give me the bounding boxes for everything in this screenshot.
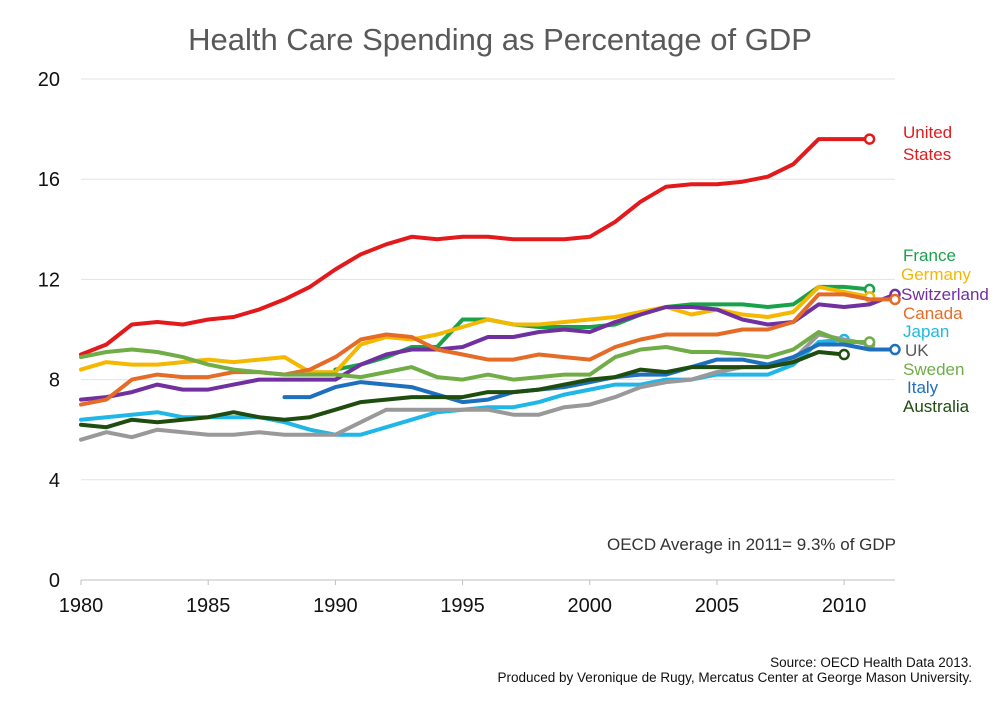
legend-label-japan: Japan — [903, 322, 949, 341]
series-end-marker-australia — [838, 348, 850, 361]
legend: United States FranceGermanySwitzerlandCana… — [901, 123, 989, 416]
x-tick-label: 2005 — [695, 595, 740, 617]
x-axis-ticks: 1980 1985 1990 1995 2000 2005 2010 — [59, 580, 867, 617]
source-line-2: Produced by Veronique de Rugy, Mercatus … — [497, 670, 973, 685]
gridlines — [81, 78, 895, 581]
y-tick-label: 20 — [38, 69, 60, 91]
series-line-canada — [79, 292, 897, 407]
y-tick-label: 16 — [38, 169, 60, 191]
source-line-1: Source: OECD Health Data 2013. — [770, 655, 972, 670]
legend-label-united-states: United States — [903, 123, 952, 164]
x-tick-label: 1990 — [313, 595, 358, 617]
legend-label-sweden: Sweden — [903, 360, 964, 379]
x-tick-label: 1985 — [186, 595, 231, 617]
x-tick-label: 2000 — [568, 595, 613, 617]
legend-label-switzerland: Switzerland — [901, 285, 989, 304]
y-tick-label: 0 — [49, 570, 60, 592]
source-note: Source: OECD Health Data 2013. Produced … — [498, 655, 973, 685]
chart-title: Health Care Spending as Percentage of GD… — [188, 22, 812, 57]
x-tick-label: 1980 — [59, 595, 104, 617]
x-tick-label: 2010 — [822, 595, 867, 617]
legend-label-germany: Germany — [901, 265, 971, 284]
series-line-united-states — [79, 137, 872, 357]
legend-label-france: France — [903, 246, 956, 265]
series-end-marker-italy — [889, 343, 901, 356]
series-line-italy — [282, 342, 897, 405]
series-line-uk — [79, 332, 872, 442]
series-end-marker-sweden — [863, 336, 876, 348]
y-tick-label: 8 — [49, 370, 60, 392]
oecd-average-annotation: OECD Average in 2011= 9.3% of GDP — [607, 535, 896, 554]
legend-label-italy: Italy — [907, 378, 939, 397]
series-line-switzerland — [79, 292, 897, 402]
x-tick-label: 1995 — [440, 595, 485, 617]
legend-label-canada: Canada — [903, 304, 963, 323]
series-line-sweden — [79, 330, 872, 382]
legend-label-uk: UK — [905, 341, 929, 360]
series-lines — [79, 133, 901, 442]
series-line-germany — [79, 284, 872, 375]
y-tick-label: 12 — [38, 269, 60, 291]
legend-label-australia: Australia — [903, 397, 970, 416]
y-tick-label: 4 — [49, 470, 60, 492]
y-axis-ticks: 0 4 8 12 16 20 — [38, 69, 60, 592]
series-end-marker-canada — [889, 293, 901, 306]
series-line-australia — [79, 350, 847, 430]
series-end-marker-united-states — [863, 133, 876, 145]
